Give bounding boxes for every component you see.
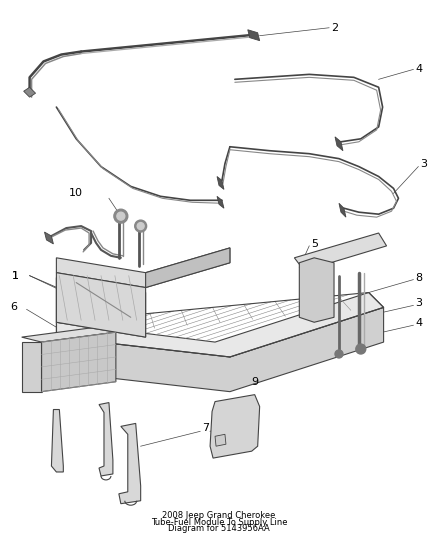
Polygon shape xyxy=(217,176,224,189)
Polygon shape xyxy=(99,402,113,476)
Text: 6: 6 xyxy=(10,302,17,312)
Circle shape xyxy=(335,350,343,358)
Text: 5: 5 xyxy=(311,239,318,249)
Text: 10: 10 xyxy=(69,188,83,198)
Text: Tube-Fuel Module To Supply Line: Tube-Fuel Module To Supply Line xyxy=(151,518,287,527)
Circle shape xyxy=(117,212,125,220)
Polygon shape xyxy=(248,30,260,41)
Polygon shape xyxy=(57,308,384,392)
Text: 9: 9 xyxy=(252,377,259,387)
Text: 3: 3 xyxy=(420,159,427,168)
Polygon shape xyxy=(57,248,230,287)
Polygon shape xyxy=(45,232,53,244)
Text: 8: 8 xyxy=(415,273,423,282)
Circle shape xyxy=(356,344,366,354)
Text: Diagram for 5143956AA: Diagram for 5143956AA xyxy=(168,524,270,533)
Polygon shape xyxy=(21,342,42,392)
Text: 2: 2 xyxy=(331,23,338,33)
Circle shape xyxy=(114,209,128,223)
Polygon shape xyxy=(21,327,116,342)
Text: 4: 4 xyxy=(415,318,423,328)
Circle shape xyxy=(135,220,147,232)
Text: 3: 3 xyxy=(415,298,422,309)
Polygon shape xyxy=(57,278,145,337)
Polygon shape xyxy=(57,293,384,357)
Polygon shape xyxy=(24,87,35,97)
Polygon shape xyxy=(299,258,334,322)
Polygon shape xyxy=(51,409,64,472)
Polygon shape xyxy=(215,434,226,446)
Circle shape xyxy=(137,223,144,230)
Text: 1: 1 xyxy=(12,271,19,281)
Text: 7: 7 xyxy=(202,423,209,433)
Polygon shape xyxy=(217,196,224,208)
Text: 4: 4 xyxy=(415,64,423,75)
Polygon shape xyxy=(294,233,387,271)
Text: 2008 Jeep Grand Cherokee: 2008 Jeep Grand Cherokee xyxy=(162,511,276,520)
Polygon shape xyxy=(57,273,145,337)
Polygon shape xyxy=(119,423,141,504)
Polygon shape xyxy=(145,248,230,287)
Polygon shape xyxy=(210,394,260,458)
Text: 1: 1 xyxy=(12,271,19,281)
Polygon shape xyxy=(339,203,346,217)
Polygon shape xyxy=(335,137,343,151)
Polygon shape xyxy=(42,332,116,392)
